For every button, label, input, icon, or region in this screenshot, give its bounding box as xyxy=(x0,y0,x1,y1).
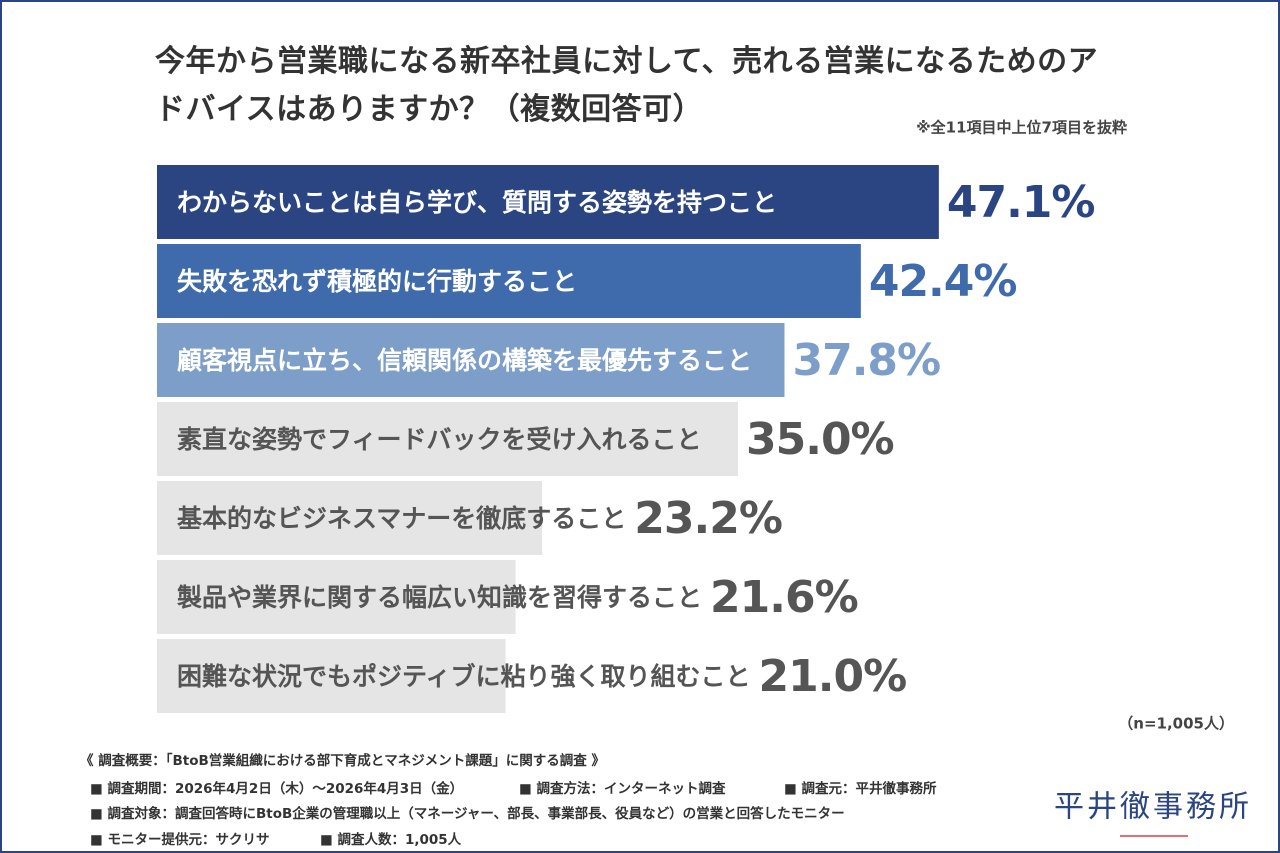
value-label: 35.0% xyxy=(746,414,894,465)
note: ※全11項目中上位7項目を抜粋 xyxy=(916,119,1127,137)
footnote: ■ 調査対象：調査回答時にBtoB企業の管理職以上（マネージャー、部長、事業部長… xyxy=(90,805,845,822)
bar xyxy=(157,560,516,634)
bar xyxy=(157,639,506,713)
bar-label: 製品や業界に関する幅広い知識を習得すること xyxy=(176,583,702,612)
footnote: ■ 調査元：平井徹事務所 xyxy=(784,780,937,797)
bar-label: 顧客視点に立ち、信頼関係の構築を最優先すること xyxy=(177,346,752,375)
footnote: ■ 調査期間：2026年4月2日（木）～2026年4月3日（金） xyxy=(90,780,463,797)
footnote: ■ 調査人数：1,005人 xyxy=(320,831,462,848)
bar xyxy=(157,165,939,239)
value-label: 42.4% xyxy=(869,256,1017,307)
bar-label: 失敗を恐れず積極的に行動すること xyxy=(177,267,577,296)
value-label: 21.0% xyxy=(759,651,907,702)
bar xyxy=(157,481,543,555)
bar-label: 素直な姿勢でフィードバックを受け入れること xyxy=(177,425,702,454)
chart-title: 今年から営業職になる新卒社員に対して、売れる営業になるためのアドバイスはあります… xyxy=(155,44,1099,127)
value-label: 21.6% xyxy=(710,572,858,623)
bar xyxy=(157,402,738,476)
bar xyxy=(157,323,785,397)
footnote: 《 調査概要：「BtoB営業組織における部下育成とマネジメント課題」に関する調査… xyxy=(80,752,605,769)
value-label: 23.2% xyxy=(634,493,782,544)
sample-size: （n=1,005人） xyxy=(1118,715,1234,733)
footnote: ■ 調査方法：インターネット調査 xyxy=(519,780,726,797)
bar-label: 基本的なビジネスマナーを徹底すること xyxy=(177,504,626,533)
logo: 平井徹事務所 xyxy=(1054,790,1252,825)
value-label: 47.1% xyxy=(947,177,1095,228)
footnote: ■ モニター提供元：サクリサ xyxy=(90,831,269,848)
bar-label: わからないことは自ら学び、質問する姿勢を持つこと xyxy=(177,188,777,217)
bar xyxy=(157,244,861,318)
bar-label: 困難な状況でもポジティブに粘り強く取り組むこと xyxy=(177,662,751,691)
value-label: 37.8% xyxy=(792,335,940,386)
